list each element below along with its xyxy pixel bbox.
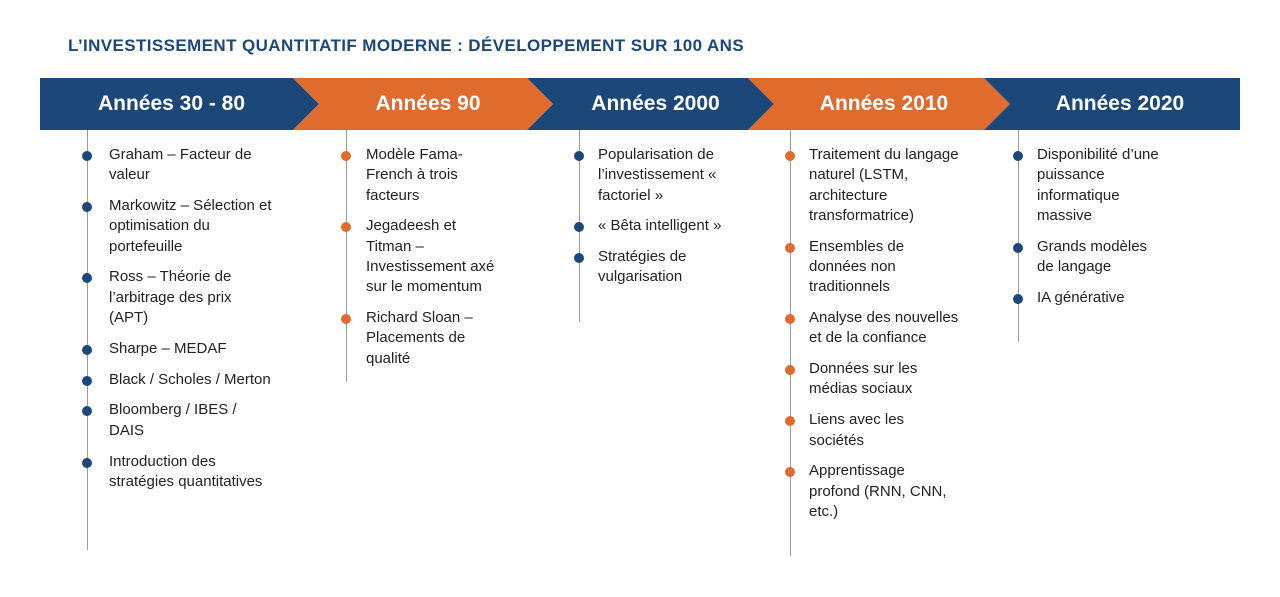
period-items-5: Disponibilité d’une puissance informatiq… — [1013, 145, 1167, 319]
list-item: Modèle Fama-French à trois facteurs — [341, 145, 501, 206]
period-segment-1 — [40, 78, 319, 130]
bullet-dot — [785, 416, 795, 427]
bullet-dot — [82, 344, 92, 355]
bullet-dot — [341, 151, 351, 161]
list-item: Analyse des nouvelles et de la confiance — [785, 308, 959, 349]
list-item: Disponibilité d’une puissance informatiq… — [1013, 145, 1167, 226]
diagram-title: L’INVESTISSEMENT QUANTITATIF MODERNE : D… — [68, 36, 745, 55]
list-item: Sharpe – MEDAF — [82, 339, 274, 359]
period-items-3: Popularisation de l’investissement « fac… — [574, 145, 733, 298]
period-segment-2 — [293, 78, 553, 130]
bullet-dot — [785, 151, 795, 161]
period-segment-4 — [748, 78, 1010, 130]
list-item: IA générative — [1013, 288, 1167, 308]
bullet-dot — [82, 202, 92, 213]
timeline-arrows — [40, 78, 1240, 130]
bullet-dot — [341, 314, 351, 325]
list-item: Ensembles de données non traditionnels — [785, 237, 959, 298]
list-item: Popularisation de l’investissement « fac… — [574, 145, 733, 206]
list-item: Graham – Facteur de valeur — [82, 145, 274, 186]
list-item: Ross – Théorie de l’arbitrage des prix (… — [82, 267, 274, 328]
list-item: Bloomberg / IBES / DAIS — [82, 400, 274, 441]
period-segment-5 — [984, 78, 1240, 130]
bullet-dot — [82, 375, 92, 386]
period-items-1: Graham – Facteur de valeur Markowitz – S… — [82, 145, 274, 503]
bullet-dot — [1013, 242, 1023, 253]
list-item: Apprentissage profond (RNN, CNN, etc.) — [785, 461, 959, 522]
bullet-dot — [82, 151, 92, 161]
list-item: Richard Sloan – Placements de qualité — [341, 308, 501, 369]
list-item: Grands modèles de langage — [1013, 237, 1167, 278]
bullet-dot — [1013, 293, 1023, 304]
bullet-dot — [82, 273, 92, 284]
period-label-4: Années 2010 — [819, 92, 949, 115]
bullet-dot — [785, 242, 795, 253]
list-item: Jegadeesh et Titman – Investissement axé… — [341, 216, 501, 297]
period-items-4: Traitement du langage naturel (LSTM, arc… — [785, 145, 959, 533]
list-item: Données sur les médias sociaux — [785, 359, 959, 400]
period-line-1 — [87, 130, 88, 550]
list-item: Introduction des stratégies quantitative… — [82, 452, 274, 493]
bullet-dot — [785, 467, 795, 478]
list-item: Traitement du langage naturel (LSTM, arc… — [785, 145, 959, 226]
bullet-dot — [82, 406, 92, 417]
period-label-2: Années 90 — [375, 92, 481, 115]
period-line-4 — [790, 130, 791, 556]
bullet-dot — [574, 253, 584, 264]
period-label-3: Années 2000 — [591, 92, 720, 115]
period-segment-3 — [527, 78, 774, 130]
bullet-dot — [785, 365, 795, 376]
bullet-dot — [82, 457, 92, 468]
bullet-dot — [785, 314, 795, 325]
period-label-1: Années 30 - 80 — [97, 92, 246, 115]
period-line-5 — [1018, 130, 1019, 342]
list-item: Markowitz – Sélection et optimisation du… — [82, 196, 274, 257]
list-item: Stratégies de vulgarisation — [574, 247, 733, 288]
bullet-dot — [574, 222, 584, 233]
period-label-5: Années 2020 — [1055, 92, 1185, 115]
bullet-dot — [1013, 151, 1023, 161]
bullet-dot — [341, 222, 351, 233]
list-item: Black / Scholes / Merton — [82, 370, 274, 390]
period-line-2 — [346, 130, 347, 382]
bullet-dot — [574, 151, 584, 161]
list-item: Liens avec les sociétés — [785, 410, 959, 451]
period-items-2: Modèle Fama-French à trois facteurs Jega… — [341, 145, 501, 379]
list-item: « Bêta intelligent » — [574, 216, 733, 236]
timeline-band — [0, 78, 1280, 130]
